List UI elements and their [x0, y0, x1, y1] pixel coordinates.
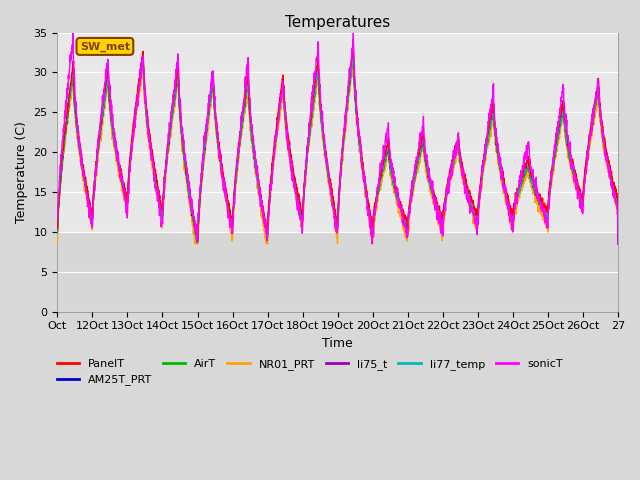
Legend: PanelT, AM25T_PRT, AirT, NR01_PRT, li75_t, li77_temp, sonicT: PanelT, AM25T_PRT, AirT, NR01_PRT, li75_… [52, 355, 567, 390]
Title: Temperatures: Temperatures [285, 15, 390, 30]
AirT [614, 241, 621, 247]
li77_temp [54, 230, 61, 236]
AM25T_PRT [230, 193, 238, 199]
Line: li75_t: li75_t [58, 54, 618, 244]
sonicT [54, 216, 61, 222]
AM25T_PRT [109, 132, 117, 138]
X-axis label: Time: Time [323, 337, 353, 350]
li77_temp [507, 207, 515, 213]
li77_temp [349, 50, 357, 56]
Line: NR01_PRT: NR01_PRT [58, 63, 618, 244]
Bar [58, 232, 618, 312]
sonicT [231, 201, 239, 207]
AirT [230, 193, 238, 199]
li77_temp [230, 192, 238, 198]
Text: SW_met: SW_met [80, 41, 130, 51]
Y-axis label: Temperature (C): Temperature (C) [15, 121, 28, 223]
AM25T_PRT [538, 203, 546, 209]
NR01_PRT [614, 241, 621, 247]
Line: li77_temp: li77_temp [58, 53, 618, 244]
li75_t [230, 191, 238, 197]
Line: sonicT: sonicT [58, 33, 618, 244]
li77_temp [614, 241, 621, 247]
AirT [372, 204, 380, 210]
li75_t [349, 51, 357, 57]
Line: AirT: AirT [58, 57, 618, 244]
NR01_PRT [507, 218, 515, 224]
PanelT [614, 241, 621, 247]
AM25T_PRT [372, 204, 380, 210]
li75_t [538, 202, 546, 208]
PanelT [349, 41, 357, 47]
AM25T_PRT [507, 211, 515, 216]
AM25T_PRT [349, 48, 357, 54]
li75_t [614, 241, 621, 247]
li75_t [109, 133, 117, 139]
li75_t [372, 203, 380, 208]
li77_temp [538, 202, 546, 208]
Line: PanelT: PanelT [58, 44, 618, 244]
PanelT [230, 189, 238, 194]
PanelT [54, 226, 61, 232]
AM25T_PRT [606, 169, 614, 175]
NR01_PRT [109, 141, 117, 147]
NR01_PRT [349, 60, 357, 66]
li75_t [606, 168, 614, 174]
AM25T_PRT [54, 230, 61, 236]
sonicT [69, 30, 77, 36]
sonicT [538, 206, 546, 212]
li75_t [54, 228, 61, 234]
PanelT [606, 162, 614, 168]
NR01_PRT [606, 176, 614, 182]
AirT [507, 208, 515, 214]
sonicT [372, 205, 380, 211]
NR01_PRT [54, 241, 61, 247]
AirT [538, 204, 546, 210]
li75_t [507, 207, 515, 213]
AM25T_PRT [614, 241, 621, 247]
sonicT [110, 127, 118, 132]
NR01_PRT [538, 207, 546, 213]
AirT [54, 228, 61, 233]
sonicT [507, 215, 515, 220]
li77_temp [372, 203, 380, 209]
li77_temp [606, 171, 614, 177]
NR01_PRT [230, 203, 238, 208]
PanelT [538, 199, 546, 205]
AirT [109, 131, 117, 136]
PanelT [109, 127, 117, 133]
Line: AM25T_PRT: AM25T_PRT [58, 51, 618, 244]
AirT [349, 54, 357, 60]
li77_temp [109, 131, 117, 136]
NR01_PRT [372, 210, 380, 216]
sonicT [606, 173, 614, 179]
PanelT [507, 203, 515, 209]
sonicT [614, 241, 621, 247]
PanelT [372, 203, 380, 209]
AirT [606, 169, 614, 175]
